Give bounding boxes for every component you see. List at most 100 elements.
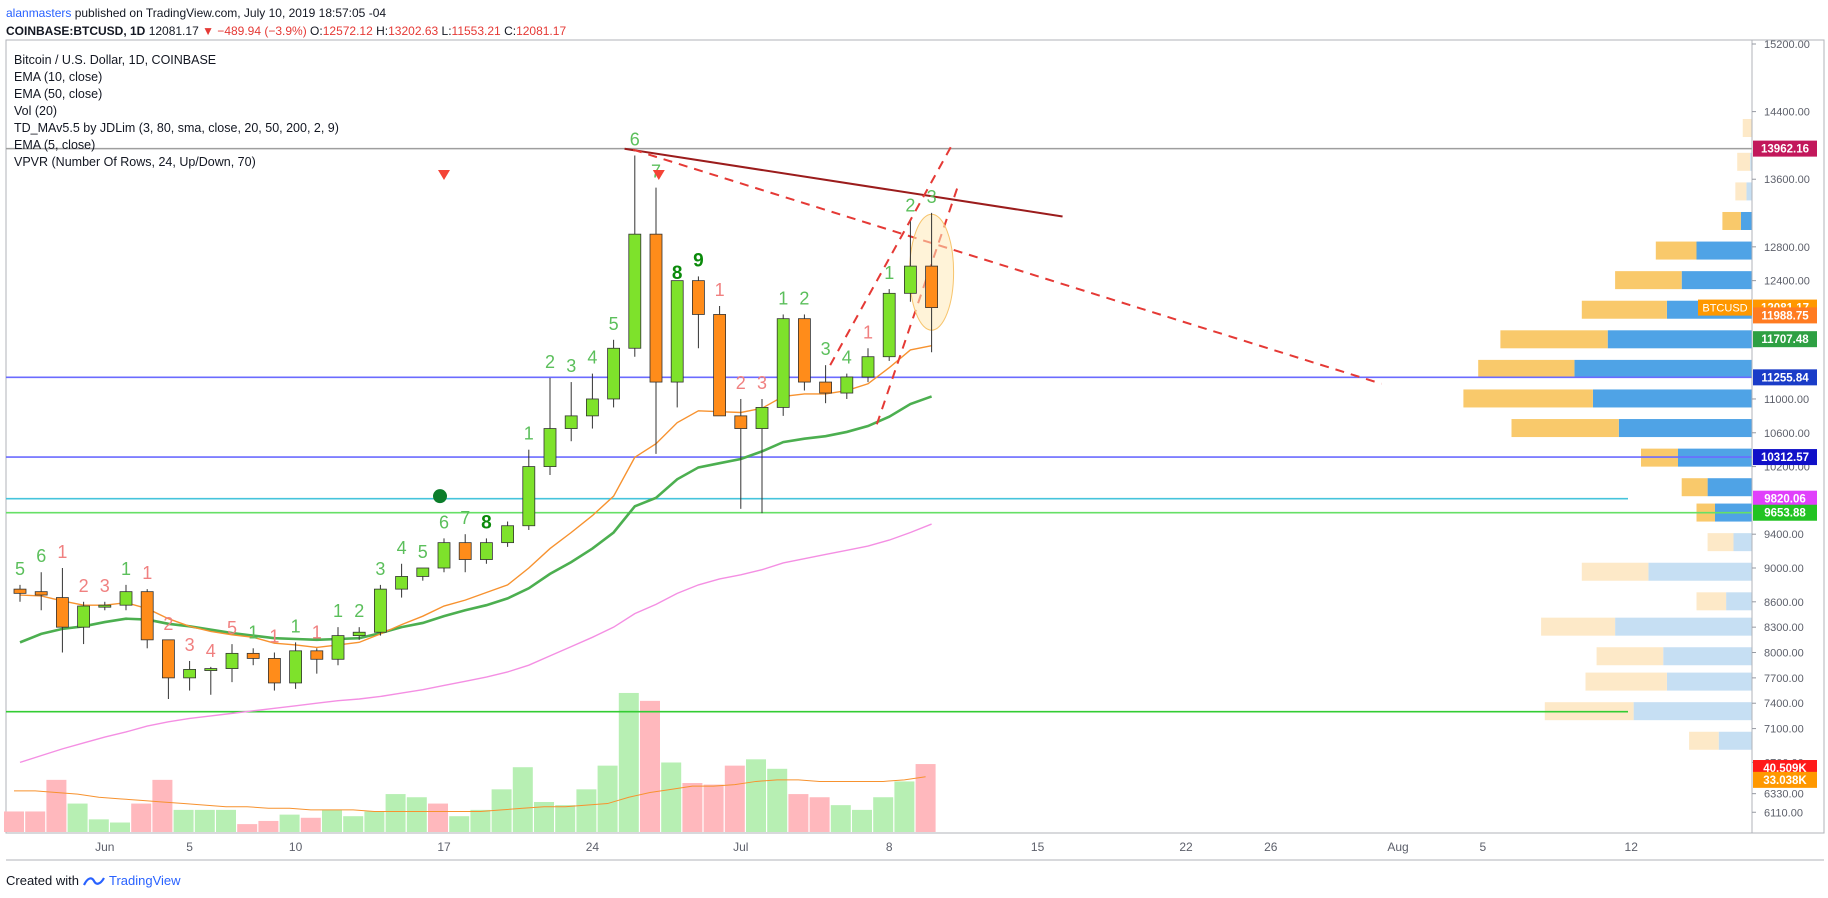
bullish-candle: [861, 356, 875, 378]
y-tick-label: 14400.00: [1764, 107, 1810, 119]
bullish-candle: [882, 292, 896, 358]
last-price: 12081.17: [148, 24, 199, 38]
td-count-label: 5: [609, 314, 619, 334]
legend-symbol[interactable]: Bitcoin / U.S. Dollar, 1D, COINBASE: [14, 53, 217, 67]
legend-ema5[interactable]: EMA (5, close): [14, 138, 96, 152]
ema50-line: [19, 395, 933, 644]
td-count-label: 5: [227, 618, 237, 638]
volume-bar: [194, 809, 215, 832]
y-tick-label: 12800.00: [1764, 242, 1810, 254]
legend-volume[interactable]: Vol (20): [14, 104, 58, 118]
volume-bar: [640, 700, 660, 832]
bullish-candle: [840, 376, 854, 394]
bearish-candle: [310, 650, 324, 660]
legend-td-ma[interactable]: TD_MAv5.5 by JDLim (3, 80, sma, close, 2…: [14, 121, 339, 135]
y-tick-label: 8300.00: [1764, 622, 1804, 634]
bearish-candle: [267, 658, 281, 684]
y-tick-label: 10600.00: [1764, 428, 1810, 440]
y-tick-label: 8000.00: [1764, 648, 1804, 660]
bullish-candle: [628, 233, 642, 349]
volume-bar: [767, 768, 788, 832]
vpvr-down-bar: [1618, 419, 1752, 438]
td-count-label: 7: [460, 508, 470, 528]
bullish-candle: [755, 407, 769, 429]
volume-bar: [449, 816, 470, 832]
td-count-label: 1: [715, 280, 725, 300]
y-tick-label: 7700.00: [1764, 673, 1804, 685]
tradingview-link[interactable]: TradingView: [108, 873, 181, 888]
bearish-candle: [161, 639, 175, 679]
bearish-candle: [458, 542, 472, 560]
price-badge-label: 10312.57: [1761, 452, 1809, 464]
volume-bar: [703, 784, 724, 832]
low-value: 11553.21: [451, 24, 501, 38]
y-tick-label: 11000.00: [1764, 394, 1809, 406]
td-count-label: 1: [884, 263, 894, 283]
bearish-candle: [13, 588, 27, 594]
price-badge-label: 33.038K: [1763, 775, 1807, 787]
vpvr-down-bar: [1718, 731, 1752, 750]
vpvr-down-bar: [1746, 182, 1752, 201]
bearish-candle: [56, 597, 69, 628]
vpvr-down-bar: [1633, 702, 1752, 721]
vpvr-down-bar: [1726, 592, 1752, 611]
volume-bar: [237, 824, 258, 832]
bullish-candle: [98, 604, 112, 608]
bullish-candle: [77, 605, 90, 628]
volume-bar: [512, 767, 533, 832]
volume-ma-line: [14, 776, 926, 812]
vpvr-up-bar: [1463, 389, 1593, 408]
close-value: 12081.17: [516, 24, 567, 38]
bearish-candle: [734, 415, 748, 429]
vpvr-down-bar: [1592, 389, 1752, 408]
volume-bar: [322, 809, 342, 832]
vpvr-up-bar: [1500, 330, 1608, 349]
y-tick-label: 12400.00: [1764, 276, 1810, 288]
x-tick-label: 8: [886, 840, 893, 854]
td-count-label: 2: [905, 195, 915, 215]
legend-ema10[interactable]: EMA (10, close): [14, 70, 103, 84]
bullish-candle: [119, 591, 133, 606]
y-tick-label: 9400.00: [1764, 529, 1804, 541]
volume-bar: [46, 779, 67, 832]
price-badge-label: 11988.75: [1761, 310, 1809, 322]
volume-bar: [661, 762, 682, 832]
volume-bar: [576, 789, 597, 832]
td-count-label: 5: [15, 559, 25, 579]
volume-bar: [300, 817, 321, 832]
price-badge: [1753, 369, 1817, 386]
x-tick-label: Jun: [95, 840, 114, 854]
bullish-candle: [776, 318, 790, 408]
indicator-legend: Bitcoin / U.S. Dollar, 1D, COINBASE EMA …: [14, 52, 339, 171]
bullish-candle: [479, 542, 493, 560]
high-value: 13202.63: [388, 24, 439, 38]
legend-vpvr[interactable]: VPVR (Number Of Rows, 24, Up/Down, 70): [14, 155, 256, 169]
sell-signal-icon: [438, 170, 450, 180]
x-tick-label: 5: [186, 840, 193, 854]
volume-bar: [682, 783, 703, 832]
td-count-label: 1: [863, 322, 873, 342]
td-count-label: 4: [206, 641, 216, 661]
td-count-label: 6: [439, 512, 449, 532]
bullish-candle: [225, 652, 239, 669]
author-link[interactable]: alanmasters: [6, 6, 72, 20]
vpvr-up-bar: [1707, 533, 1734, 552]
vpvr-up-bar: [1541, 617, 1616, 636]
bullish-candle: [204, 668, 218, 671]
bullish-candle: [331, 635, 345, 660]
bearish-candle: [246, 652, 260, 659]
ema10-line: [19, 345, 932, 649]
volume-bar: [470, 809, 491, 832]
vpvr-down-bar: [1707, 478, 1752, 497]
vpvr-up-bar: [1581, 562, 1649, 581]
td-count-label: 3: [757, 373, 767, 393]
volume-bar: [809, 797, 830, 832]
legend-ema50[interactable]: EMA (50, close): [14, 87, 103, 101]
td-count-label: 1: [291, 616, 301, 636]
candles: [13, 155, 938, 699]
volume-bar: [88, 819, 109, 832]
vpvr-down-bar: [1648, 562, 1752, 581]
volume-bar: [67, 803, 88, 832]
volume-bar: [873, 797, 894, 832]
